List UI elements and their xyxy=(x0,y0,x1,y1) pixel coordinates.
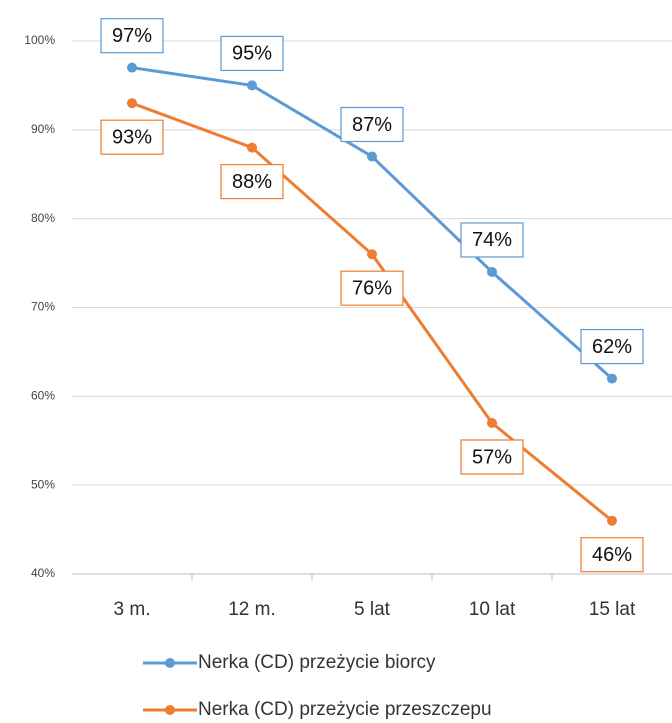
label-box xyxy=(580,328,644,365)
point xyxy=(607,515,617,526)
legend-marker xyxy=(165,658,175,668)
series-line xyxy=(131,101,613,522)
y-tick-label: 50% xyxy=(31,477,55,491)
y-tick-label: 90% xyxy=(31,122,55,136)
x-tick-label: 3 m. xyxy=(114,599,151,620)
data-label: 88% xyxy=(232,171,272,193)
x-tick-label: 10 lat xyxy=(469,599,516,620)
y-tick-label: 60% xyxy=(31,389,55,403)
x-tick-label: 15 lat xyxy=(589,599,636,620)
data-label: 57% xyxy=(472,446,512,468)
point xyxy=(487,266,497,277)
point xyxy=(607,373,617,384)
label-box xyxy=(340,270,404,306)
y-tick-label: 80% xyxy=(31,211,55,225)
x-tick-label: 5 lat xyxy=(354,599,391,620)
data-label: 62% xyxy=(592,336,632,358)
label-box xyxy=(220,35,284,72)
point xyxy=(487,417,497,428)
legend-label: Nerka (CD) przeżycie biorcy xyxy=(198,652,436,673)
y-tick-label: 100% xyxy=(24,33,55,47)
label-box xyxy=(580,537,644,573)
point xyxy=(247,142,257,153)
data-label: 46% xyxy=(592,544,632,566)
point xyxy=(367,151,377,162)
label-box xyxy=(460,222,524,258)
point xyxy=(127,62,137,73)
point xyxy=(367,249,377,260)
label-box xyxy=(460,439,524,475)
x-tick-label: 12 m. xyxy=(228,599,276,620)
label-box xyxy=(220,164,284,200)
data-label: 76% xyxy=(352,277,392,299)
data-label: 97% xyxy=(112,25,152,47)
label-box xyxy=(100,18,164,54)
label-box xyxy=(100,119,164,155)
y-tick-label: 40% xyxy=(31,566,55,580)
legend-marker xyxy=(165,705,175,715)
legend-label: Nerka (CD) przeżycie przeszczepu xyxy=(198,699,492,720)
y-tick-label: 70% xyxy=(31,300,55,314)
data-label: 74% xyxy=(472,229,512,251)
label-box xyxy=(340,106,404,143)
data-label: 87% xyxy=(352,114,392,136)
point xyxy=(247,80,257,91)
point xyxy=(127,98,137,109)
data-label: 93% xyxy=(112,126,152,148)
data-label: 95% xyxy=(232,43,272,65)
